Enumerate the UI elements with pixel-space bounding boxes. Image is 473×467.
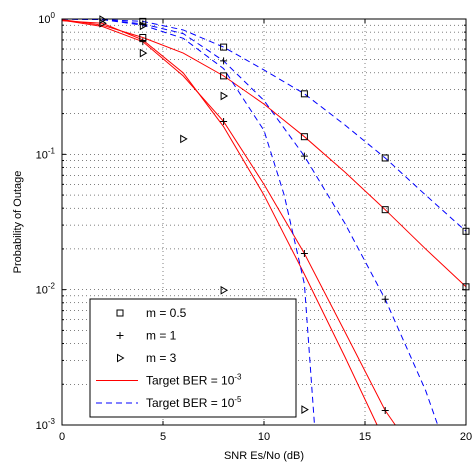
x-tick-label: 0: [59, 431, 65, 443]
legend-label-text: m = 0.5: [146, 306, 187, 320]
y-tick-exponent: -2: [48, 282, 56, 291]
y-tick-exponent: -3: [48, 417, 56, 426]
legend-label: m = 3: [146, 351, 177, 365]
y-tick-exponent: -1: [48, 146, 56, 155]
legend-label: m = 0.5: [146, 306, 187, 320]
y-tick-label: 100: [38, 11, 55, 26]
x-tick-label: 5: [160, 431, 166, 443]
legend-label-text: m = 1: [146, 329, 177, 343]
legend-label-text: m = 3: [146, 351, 177, 365]
legend-label-exponent: -3: [234, 373, 242, 382]
legend-label-text: Target BER = 10: [146, 396, 235, 410]
y-axis-label: Probability of Outage: [12, 171, 24, 274]
y-tick-base: 10: [36, 285, 48, 297]
x-tick-label: 20: [460, 431, 472, 443]
legend-label-exponent: -5: [234, 395, 242, 404]
legend-label: Target BER = 10-5: [146, 395, 242, 410]
legend-label: m = 1: [146, 329, 177, 343]
y-tick-label: 10-3: [36, 417, 56, 432]
y-tick-base: 10: [38, 14, 50, 26]
x-axis-label: SNR Es/No (dB): [224, 450, 304, 462]
legend-label-text: Target BER = 10: [146, 374, 235, 388]
legend-label: Target BER = 10-3: [146, 373, 242, 388]
y-tick-label: 10-2: [36, 282, 56, 297]
y-tick-exponent: 0: [51, 11, 56, 20]
y-tick-base: 10: [36, 149, 48, 161]
x-tick-label: 15: [359, 431, 371, 443]
y-tick-label: 10-1: [36, 146, 56, 161]
y-tick-base: 10: [36, 420, 48, 432]
x-tick-label: 10: [258, 431, 270, 443]
